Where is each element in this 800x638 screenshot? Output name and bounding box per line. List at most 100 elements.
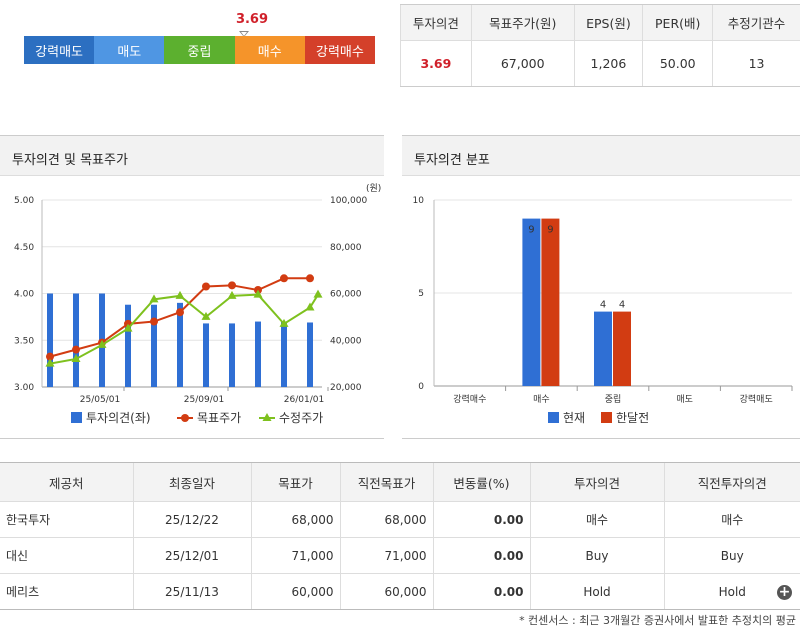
scale-buy: 매수 [234, 36, 305, 64]
col-provider: 제공처 [0, 462, 133, 502]
opinion-bar [177, 302, 183, 387]
opinion-bar [229, 323, 235, 387]
bar-data-label: 9 [547, 225, 553, 236]
cell-opinion: Hold [529, 573, 664, 610]
opinion-bar [151, 304, 157, 387]
legend-label-opinion: 투자의견(좌) [86, 411, 151, 425]
target-price-point [72, 345, 80, 354]
adjusted-price-point [45, 358, 55, 367]
col-change: 변동률(%) [432, 462, 530, 502]
value-opinion: 3.69 [400, 40, 472, 87]
y-right-tick-label: 100,000 [330, 196, 367, 206]
adjusted-price-line [49, 293, 319, 365]
cell-provider: 대신 [0, 537, 133, 574]
cell-prev-target: 68,000 [339, 501, 433, 538]
distribution-bar-current [522, 218, 541, 386]
adjusted-price-point [149, 294, 159, 303]
scale-strong-buy: 강력매수 [304, 36, 376, 64]
y-left-tick-label: 4.00 [14, 290, 34, 300]
value-target-price: 67,000 [470, 40, 575, 87]
plus-circle-icon[interactable]: + [777, 583, 792, 600]
cell-target: 71,000 [250, 537, 340, 574]
target-price-point [46, 352, 54, 361]
x-tick-label: 25/09/01 [184, 395, 224, 405]
header-eps: EPS(원) [573, 4, 643, 41]
cell-prev-opinion: Hold + [663, 573, 800, 610]
col-opinion: 투자의견 [529, 462, 664, 502]
legend-marker-adjusted [262, 413, 272, 421]
y-right-tick-label: 20,000 [330, 383, 362, 393]
cell-change: 0.00 [432, 501, 530, 538]
y-tick-label: 10 [413, 196, 425, 206]
header-target-price: 목표주가(원) [470, 4, 575, 41]
legend-swatch-opinion [71, 412, 82, 423]
table-row: 메리츠 25/11/13 60,000 60,000 0.00 Hold Hol… [0, 573, 800, 610]
value-eps: 1,206 [573, 40, 643, 87]
consensus-summary-table: 투자의견 목표주가(원) EPS(원) PER(배) 추정기관수 3.69 67… [400, 4, 800, 87]
opinion-score: 3.69 [235, 12, 269, 27]
cell-prev-target: 60,000 [339, 573, 433, 610]
target-price-point [280, 274, 288, 283]
cell-change: 0.00 [432, 573, 530, 610]
distribution-bar-month-ago [613, 311, 631, 386]
panel-title: 투자의견 분포 [402, 136, 800, 176]
table-row: 대신 25/12/01 71,000 71,000 0.00 Buy Buy [0, 537, 800, 574]
opinion-target-price-chart: 5.00 4.50 4.00 3.50 3.00 100,000 80,000 60,000 4… [14, 183, 381, 425]
y-right-tick-label: 80,000 [330, 243, 362, 253]
x-tick-label: 25/05/01 [80, 395, 120, 405]
legend-swatch-current [548, 412, 559, 423]
adjusted-price-point [71, 353, 81, 362]
legend-label-month-ago: 한달전 [616, 411, 649, 425]
cell-prev-opinion: 매수 [663, 501, 800, 538]
adjusted-price-point [305, 302, 315, 311]
cell-provider: 메리츠 [0, 573, 133, 610]
x-category-label: 강력매도 [740, 393, 773, 405]
cell-date: 25/11/13 [132, 573, 251, 610]
legend-label-adjusted: 수정주가 [279, 411, 323, 425]
adjusted-price-point [313, 289, 323, 298]
y-left-tick-label: 4.50 [14, 243, 34, 253]
cell-opinion: 매수 [529, 501, 664, 538]
opinion-bar [125, 304, 131, 387]
header-per: PER(배) [642, 4, 713, 41]
adjusted-price-point [123, 323, 133, 332]
header-analyst-count: 추정기관수 [712, 4, 800, 41]
legend-marker-target [181, 414, 189, 422]
consensus-footnote: * 컨센서스 : 최근 3개월간 증권사에서 발표한 추정치의 평균 [519, 614, 796, 627]
value-analyst-count: 13 [712, 40, 800, 87]
x-category-label: 중립 [605, 394, 622, 405]
adjusted-price-point [97, 339, 107, 348]
opinion-bar [47, 293, 53, 387]
header-opinion: 투자의견 [400, 4, 472, 41]
x-category-label: 강력매수 [453, 393, 486, 405]
col-prev-opinion: 직전투자의견 [663, 462, 800, 502]
x-category-label: 매수 [533, 394, 550, 405]
score-marker-icon [239, 31, 249, 37]
legend-label-current: 현재 [563, 411, 585, 425]
opinion-bar [307, 322, 313, 387]
cell-date: 25/12/01 [132, 537, 251, 574]
cell-target: 60,000 [250, 573, 340, 610]
opinion-bar [203, 323, 209, 387]
legend-swatch-month-ago [601, 412, 612, 423]
panel-title: 투자의견 및 목표주가 [0, 136, 384, 176]
cell-provider: 한국투자 [0, 501, 133, 538]
scale-neutral: 중립 [164, 36, 235, 64]
cell-target: 68,000 [250, 501, 340, 538]
col-date: 최종일자 [132, 462, 251, 502]
broker-detail-table: 제공처 최종일자 목표가 직전목표가 변동률(%) 투자의견 직전투자의견 한국… [0, 462, 800, 610]
opinion-scale: 강력매도 매도 중립 매수 강력매수 [24, 36, 376, 64]
target-price-point [228, 281, 236, 290]
target-price-point [150, 317, 158, 326]
opinion-distribution-panel: 투자의견 분포 10 5 0 강력매수 매수 9 9 중립 4 4 매도 강력매도 현재 한달전 [402, 135, 800, 439]
bar-data-label: 9 [528, 225, 534, 236]
value-per: 50.00 [642, 40, 713, 87]
adjusted-price-point [175, 290, 185, 299]
y-right-unit-label: (원) [366, 183, 381, 194]
cell-date: 25/12/22 [132, 501, 251, 538]
y-left-tick-label: 3.50 [14, 336, 34, 346]
cell-prev-opinion: Buy [663, 537, 800, 574]
scale-strong-sell: 강력매도 [24, 36, 95, 64]
legend-label-target: 목표주가 [197, 411, 241, 425]
